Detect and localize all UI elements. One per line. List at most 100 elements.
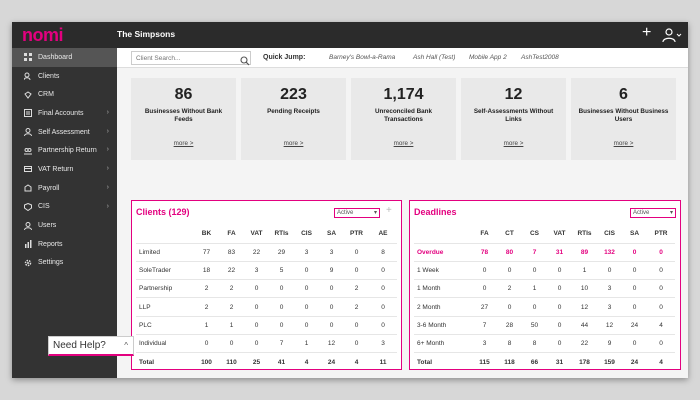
table-cell: 0 (369, 316, 397, 335)
quick-jump-link[interactable]: Ash Hall (Test) (413, 54, 456, 61)
sidebar-item-label: Reports (38, 240, 63, 248)
quick-jump-link[interactable]: AshTest2008 (521, 54, 559, 61)
quick-jump-label: Quick Jump: (263, 54, 306, 61)
sidebar-item-final-accounts[interactable]: Final Accounts › (12, 104, 117, 123)
row-label: Individual (136, 334, 194, 354)
table-row[interactable]: SoleTrader 18 22 3 5 0 9 0 0 (136, 261, 397, 281)
sidebar-item-vat-return[interactable]: VAT Return › (12, 160, 117, 179)
table-row[interactable]: 1 Month 0 2 1 0 10 3 0 0 (414, 279, 675, 299)
sidebar-item-label: Self Assessment (38, 128, 90, 136)
table-row[interactable]: PLC 1 1 0 0 0 0 0 0 (136, 316, 397, 335)
sidebar-item-label: Partnership Return (38, 147, 97, 155)
sidebar-item-label: Clients (38, 72, 60, 80)
quick-jump-link[interactable]: Mobile App 2 (469, 54, 507, 61)
table-cell: 25 (252, 358, 261, 366)
stat-card: 1,174 Unreconciled Bank Transactions mor… (351, 78, 456, 160)
deadlines-filter-select[interactable]: Active ▾ (630, 208, 676, 218)
partnership-icon (24, 147, 32, 155)
table-cell: 3 (472, 334, 497, 354)
table-cell: 12 (597, 316, 622, 335)
table-cell: 0 (497, 261, 522, 281)
more-link[interactable]: more > (503, 140, 524, 147)
table-row[interactable]: LLP 2 2 0 0 0 0 2 0 (136, 297, 397, 317)
search-icon[interactable] (240, 53, 250, 71)
more-link[interactable]: more > (613, 140, 634, 147)
table-cell: 0 (647, 297, 675, 317)
add-icon[interactable]: + (642, 24, 652, 41)
table-row[interactable]: 2 Month 27 0 0 0 12 3 0 0 (414, 297, 675, 317)
column-header (414, 225, 472, 244)
sidebar-item-label: Final Accounts (38, 109, 84, 117)
chevron-up-icon: ^ (124, 341, 128, 350)
stat-card: 223 Pending Receipts more > (241, 78, 346, 160)
select-value: Active (633, 210, 650, 216)
table-cell: 24 (622, 316, 647, 335)
column-header: RTIs (269, 225, 294, 244)
sidebar-item-label: Dashboard (38, 53, 73, 61)
table-row[interactable]: Individual 0 0 0 7 1 12 0 3 (136, 334, 397, 354)
table-cell: 0 (294, 261, 319, 281)
table-row[interactable]: 3-6 Month 7 28 50 0 44 12 24 4 (414, 316, 675, 335)
vat-icon (24, 165, 32, 173)
stat-label: Businesses Without Bank Feeds (144, 108, 223, 123)
table-cell: 24 (327, 358, 336, 366)
column-header: VAT (244, 225, 269, 244)
table-cell: 132 (597, 243, 622, 262)
table-cell: 0 (522, 261, 547, 281)
sidebar-item-dashboard[interactable]: Dashboard (12, 48, 117, 67)
stat-value: 1,174 (383, 86, 424, 103)
sidebar-item-self-assessment[interactable]: Self Assessment › (12, 123, 117, 142)
add-icon[interactable]: + (386, 205, 392, 216)
nomi-logo[interactable]: nomi (22, 25, 64, 45)
table-cell: 0 (522, 297, 547, 317)
payroll-icon (24, 184, 32, 192)
deadlines-table: FA CT CS VAT RTIs CIS SA PTR Overdue 78 80 7 31 89 132… (414, 225, 675, 371)
table-row[interactable]: Limited 77 83 22 29 3 3 0 8 (136, 243, 397, 262)
sidebar-item-label: VAT Return (38, 165, 74, 173)
sidebar-item-partnership-return[interactable]: Partnership Return › (12, 141, 117, 160)
table-cell: 3 (369, 334, 397, 354)
sidebar-item-label: Settings (38, 259, 64, 267)
table-cell: 2 (344, 297, 369, 317)
table-row[interactable]: Total 100 110 25 41 4 24 4 11 (136, 353, 397, 371)
table-cell: 0 (219, 334, 244, 354)
client-search-input[interactable] (131, 51, 251, 65)
sidebar-item-payroll[interactable]: Payroll › (12, 179, 117, 198)
table-cell: 22 (572, 334, 597, 354)
table-cell: 0 (244, 334, 269, 354)
sidebar-item-crm[interactable]: CRM (12, 85, 117, 104)
table-cell: 3 (597, 297, 622, 317)
table-row[interactable]: 1 Week 0 0 0 0 1 0 0 0 (414, 261, 675, 281)
clients-filter-select[interactable]: Active ▾ (334, 208, 380, 218)
chevron-right-icon: › (106, 183, 109, 191)
quick-jump-link[interactable]: Barney's Bowl-a-Rama (329, 54, 396, 61)
table-row[interactable]: Total 115 118 66 31 178 159 24 4 (414, 353, 675, 371)
chevron-right-icon: › (106, 165, 109, 173)
sidebar-item-cis[interactable]: CIS › (12, 198, 117, 217)
table-cell: 7 (472, 316, 497, 335)
table-row[interactable]: 6+ Month 3 8 8 0 22 9 0 0 (414, 334, 675, 354)
sidebar-item-clients[interactable]: Clients (12, 67, 117, 86)
table-cell: 1 (522, 279, 547, 299)
sidebar-item-settings[interactable]: Settings (12, 254, 117, 273)
column-header: PTR (647, 225, 675, 244)
user-menu-icon[interactable] (662, 27, 682, 43)
stat-value: 223 (280, 86, 307, 103)
table-row[interactable]: Partnership 2 2 0 0 0 0 2 0 (136, 279, 397, 299)
table-cell: 3 (244, 261, 269, 281)
table-cell: 0 (344, 243, 369, 262)
sidebar-item-label: CRM (38, 91, 54, 99)
stat-card: 6 Businesses Without Business Users more… (571, 78, 676, 160)
sidebar-item-reports[interactable]: Reports (12, 235, 117, 254)
table-cell: 100 (201, 358, 212, 366)
sidebar-item-users[interactable]: Users (12, 216, 117, 235)
more-link[interactable]: more > (173, 140, 194, 147)
crm-icon (24, 91, 32, 99)
reports-icon (24, 240, 32, 249)
table-cell: 44 (572, 316, 597, 335)
more-link[interactable]: more > (283, 140, 304, 147)
more-link[interactable]: more > (393, 140, 414, 147)
need-help-button[interactable]: Need Help? ^ (48, 336, 134, 356)
cis-icon (24, 202, 32, 211)
table-row[interactable]: Overdue 78 80 7 31 89 132 0 0 (414, 243, 675, 262)
